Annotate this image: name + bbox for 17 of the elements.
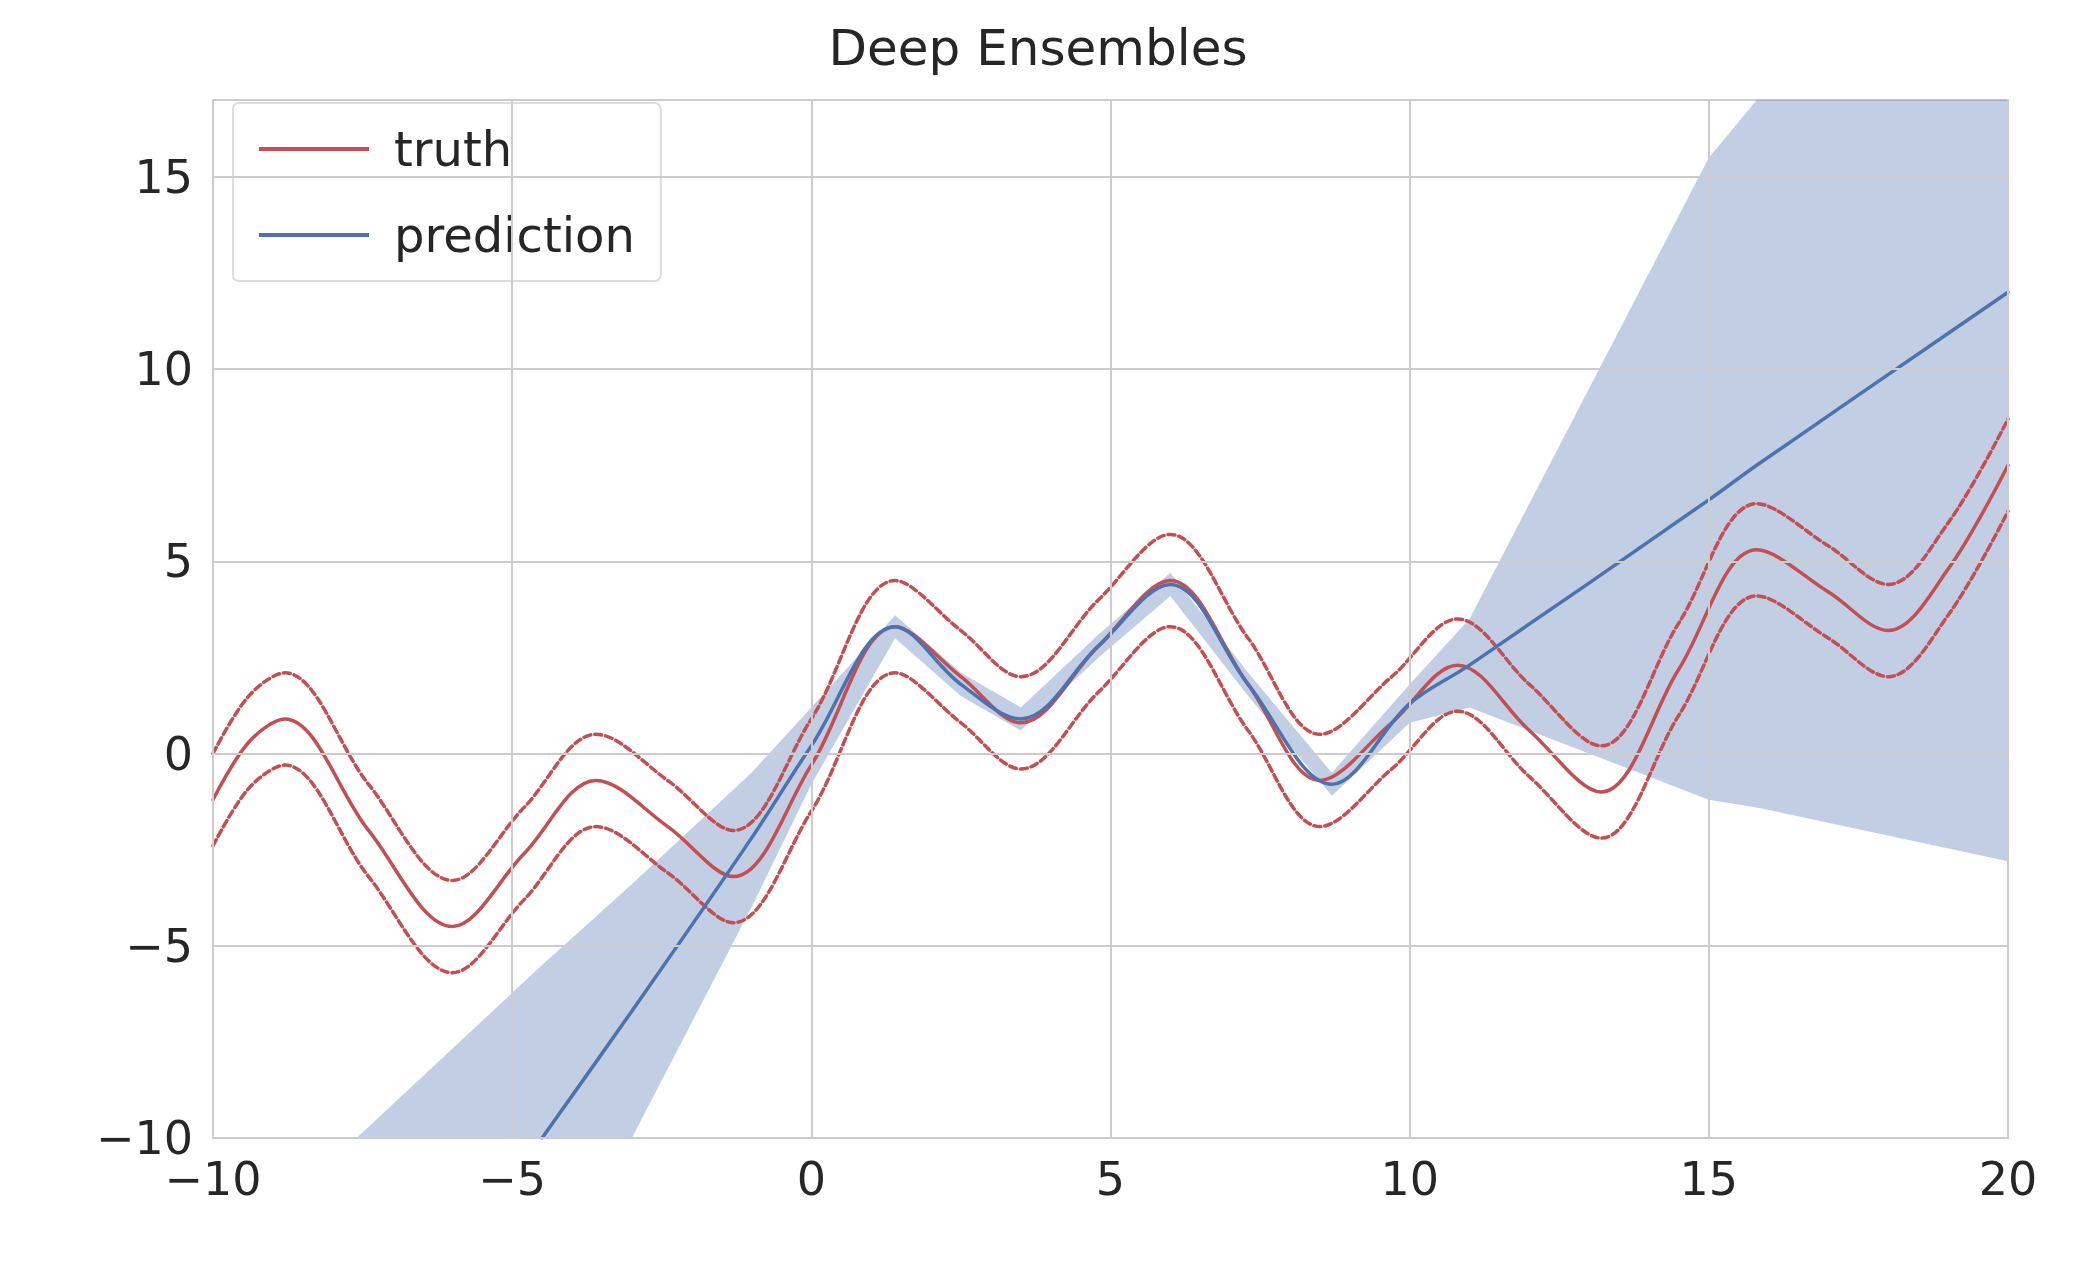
legend-label: prediction xyxy=(394,207,635,263)
x-tick-label: 20 xyxy=(1978,1152,2038,1206)
y-tick-label: 15 xyxy=(134,149,193,204)
y-tick-label: −5 xyxy=(125,918,193,973)
x-tick-label: 15 xyxy=(1679,1152,1739,1206)
y-tick-label: 5 xyxy=(163,534,193,589)
line-series xyxy=(211,509,2010,975)
x-tick-label: −5 xyxy=(478,1152,547,1206)
y-tick-label: 0 xyxy=(163,726,193,781)
line-series xyxy=(540,290,2010,1140)
chart-title: Deep Ensembles xyxy=(828,19,1248,77)
x-tick-label: 5 xyxy=(1095,1152,1126,1206)
legend-label: truth xyxy=(394,121,513,177)
x-tick-label: 10 xyxy=(1380,1152,1439,1206)
x-tick-label: 0 xyxy=(796,1152,826,1206)
line-series xyxy=(211,417,2010,883)
y-tick-label: 10 xyxy=(134,342,193,397)
